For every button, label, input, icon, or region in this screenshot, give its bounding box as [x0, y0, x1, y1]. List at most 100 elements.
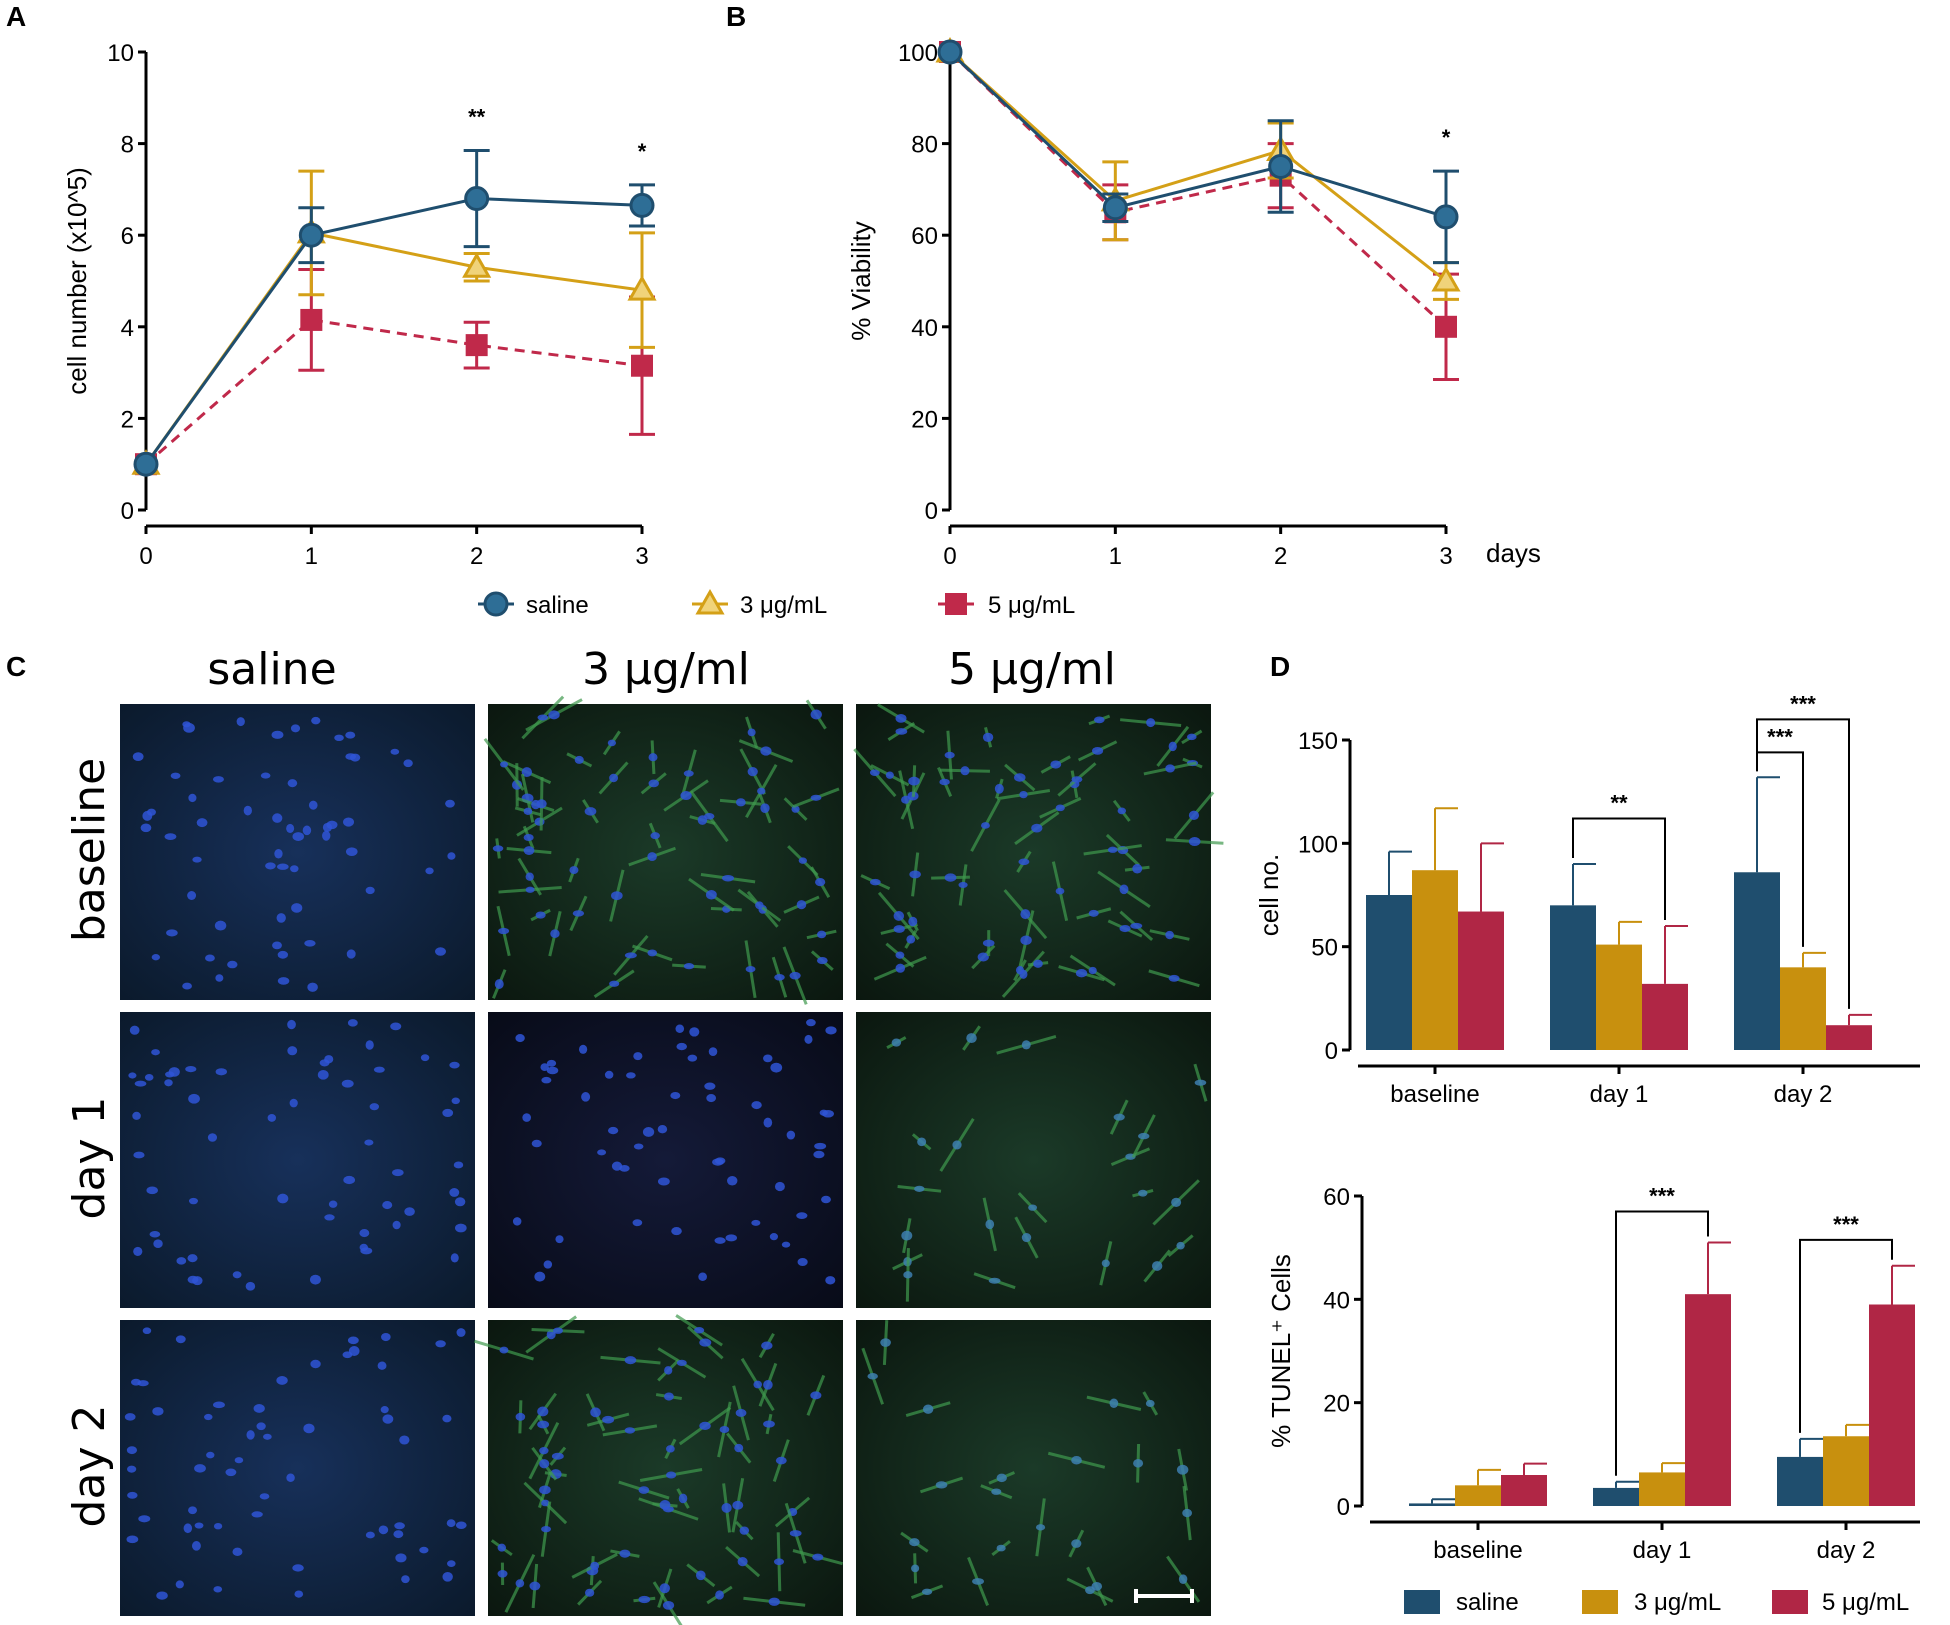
cell-nucleus	[134, 1080, 147, 1087]
cell-nucleus	[773, 1558, 785, 1566]
cell-nucleus	[287, 1046, 298, 1056]
cell-nucleus	[607, 1126, 619, 1135]
B-series-line-0	[948, 50, 1447, 219]
cell-nucleus	[425, 867, 434, 875]
cell-nucleus	[664, 1392, 674, 1401]
A-significance: *	[638, 139, 647, 164]
cell-nucleus	[272, 813, 283, 823]
D-top-bar-1-0	[1412, 870, 1458, 1050]
B-ytick-label: 40	[911, 315, 938, 342]
cell-nucleus	[152, 1407, 164, 1416]
cell-nucleus	[1055, 887, 1065, 895]
cell-nucleus	[447, 1560, 456, 1567]
cell-nucleus	[578, 1044, 588, 1054]
cell-nucleus	[638, 1486, 650, 1494]
A-point-3ug	[627, 275, 657, 301]
B-ytick-label: 60	[911, 223, 938, 250]
B-ytick-label: 0	[925, 498, 938, 525]
micro-col-saline: saline	[207, 644, 336, 695]
B-significance: *	[1442, 125, 1451, 150]
cell-nucleus	[763, 1054, 773, 1063]
cell-nucleus	[196, 818, 208, 828]
cell-nucleus	[334, 734, 344, 742]
cell-nucleus	[761, 1341, 773, 1350]
cell-nucleus	[1138, 1132, 1150, 1140]
micro-image-3ug-day2	[488, 1320, 843, 1616]
cell-nucleus	[719, 1425, 730, 1433]
D-bottom-bar-1-1	[1639, 1472, 1685, 1506]
cell-nucleus	[390, 1022, 402, 1031]
cell-nucleus	[958, 881, 968, 889]
cell-nucleus	[497, 1569, 508, 1578]
cell-nucleus	[236, 717, 245, 727]
cell-nucleus	[347, 1336, 359, 1345]
cell-nucleus	[901, 1230, 913, 1241]
cell-nucleus	[1071, 776, 1083, 783]
D-top-bar-0-2	[1734, 872, 1780, 1050]
D-top-bar-2-2	[1826, 1025, 1872, 1050]
D-top-ytick-label: 100	[1298, 831, 1338, 858]
D-top-bar-1-1	[1596, 944, 1642, 1050]
cell-nucleus	[944, 873, 957, 882]
cell-nucleus	[382, 1201, 393, 1210]
cell-nucleus	[775, 1456, 787, 1465]
cell-nucleus	[757, 787, 766, 795]
cell-nucleus	[456, 1328, 466, 1337]
B-series-line-1	[948, 50, 1447, 283]
cell-nucleus	[624, 952, 637, 959]
cell-nucleus	[699, 1421, 711, 1430]
cell-nucleus	[895, 951, 905, 959]
cell-nucleus	[450, 1253, 459, 1263]
cell-nucleus	[633, 1143, 644, 1150]
panel-label-a: A	[6, 1, 26, 32]
cell-nucleus	[442, 1414, 452, 1423]
micro-cells	[124, 695, 1224, 1625]
cell-nucleus	[138, 1515, 151, 1523]
cell-nucleus	[725, 1234, 738, 1242]
cell-nucleus	[546, 1329, 556, 1340]
cell-nucleus	[523, 846, 535, 855]
cell-nucleus	[515, 1034, 525, 1043]
cell-nucleus	[867, 1372, 878, 1380]
cell-nucleus	[191, 1541, 201, 1551]
cell-nucleus	[536, 799, 547, 809]
cell-nucleus	[232, 1547, 243, 1556]
D-bottom-bracket-label: ***	[1833, 1212, 1859, 1237]
cell-nucleus	[392, 1169, 404, 1177]
cell-nucleus	[721, 1502, 732, 1513]
micro-row-day2: day 2	[64, 1405, 115, 1528]
cell-nucleus	[689, 1027, 700, 1037]
cell-nucleus	[1020, 909, 1031, 920]
cell-nucleus	[650, 832, 660, 840]
cell-nucleus	[893, 925, 905, 933]
cell-nucleus	[345, 753, 357, 760]
micro-image-5ug-day2	[856, 1320, 1211, 1616]
cell-nucleus	[245, 1281, 256, 1291]
D-top-ytick-label: 0	[1325, 1038, 1338, 1065]
B-point-saline	[1102, 195, 1128, 221]
cell-nucleus	[751, 1219, 761, 1226]
cell-nucleus	[909, 1538, 920, 1547]
cell-nucleus	[1050, 760, 1062, 769]
cell-nucleus	[751, 1101, 762, 1110]
cell-nucleus	[687, 1054, 698, 1062]
cell-nucleus	[512, 1217, 522, 1226]
cell-nucleus	[537, 1406, 549, 1417]
cell-nucleus	[286, 823, 295, 833]
cell-nucleus	[277, 863, 289, 870]
cell-nucleus	[1018, 858, 1030, 866]
cell-nucleus	[492, 845, 504, 852]
D-bottom-category-label: baseline	[1433, 1537, 1522, 1564]
cell-nucleus	[753, 1380, 762, 1389]
cell-nucleus	[435, 1340, 446, 1348]
cell-nucleus	[590, 1407, 601, 1418]
B-xtick-label: 3	[1439, 543, 1452, 570]
cell-nucleus	[1132, 863, 1143, 874]
A-point-saline	[133, 451, 159, 477]
cell-nucleus	[449, 1061, 460, 1069]
cell-nucleus	[515, 1579, 525, 1588]
D-top-category-label: baseline	[1390, 1081, 1479, 1108]
cell-nucleus	[678, 1493, 688, 1504]
cell-nucleus	[287, 779, 298, 788]
